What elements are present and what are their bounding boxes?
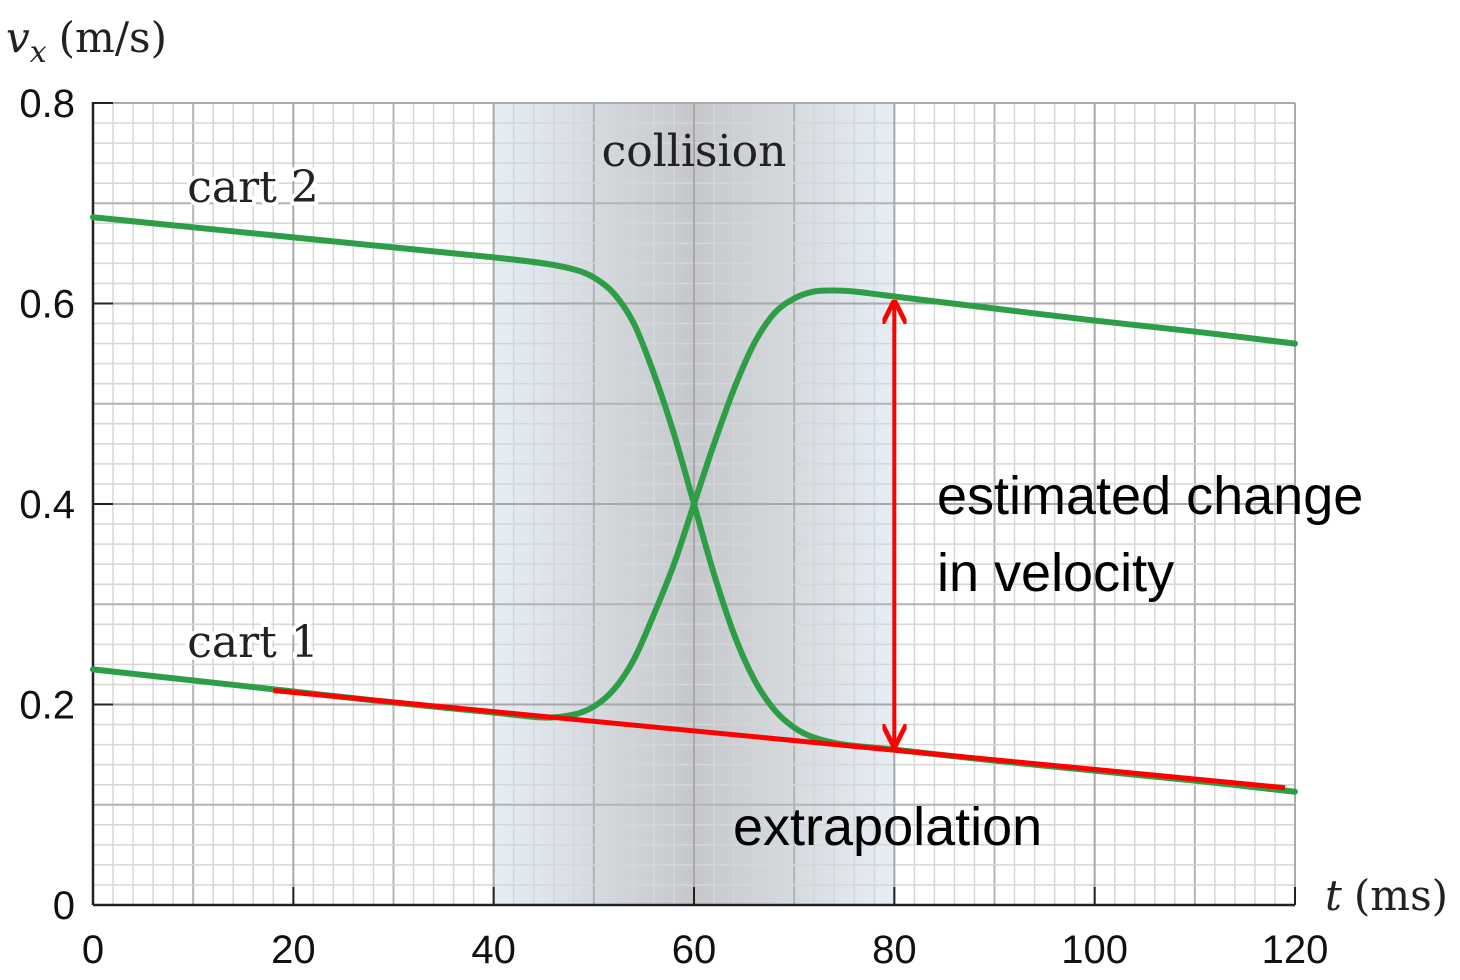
y-tick-label: 0 [53, 884, 75, 928]
y-tick-label: 0.4 [19, 483, 75, 527]
x-tick-label: 100 [1061, 928, 1128, 972]
x-axis-label: t (ms) [1325, 871, 1448, 920]
y-label-symbol: v [6, 13, 30, 62]
y-tick-label: 0.6 [19, 283, 75, 327]
arrow-label: in velocity [937, 543, 1174, 603]
extrapolation-line [273, 687, 1286, 791]
series-label: cart 1 [187, 617, 319, 668]
x-tick-label: 80 [872, 928, 917, 972]
y-tick-label: 0.2 [19, 684, 75, 728]
arrow-label: estimated change [937, 466, 1363, 526]
y-axis-label: vx (m/s) [6, 13, 167, 70]
x-tick-label: 0 [82, 928, 104, 972]
extrapolation-label: extrapolation [733, 797, 1042, 857]
x-tick-label: 120 [1262, 928, 1329, 972]
x-tick-label: 40 [471, 928, 516, 972]
x-tick-label: 20 [271, 928, 316, 972]
y-tick-label: 0.8 [19, 82, 75, 126]
x-label-unit: (ms) [1354, 871, 1448, 920]
collision-label: collision [602, 126, 787, 177]
x-tick-label: 60 [672, 928, 717, 972]
series-label: cart 2 [187, 162, 319, 213]
y-label-subscript: x [30, 35, 47, 70]
x-label-symbol: t [1325, 871, 1342, 920]
y-label-unit: (m/s) [59, 13, 167, 62]
